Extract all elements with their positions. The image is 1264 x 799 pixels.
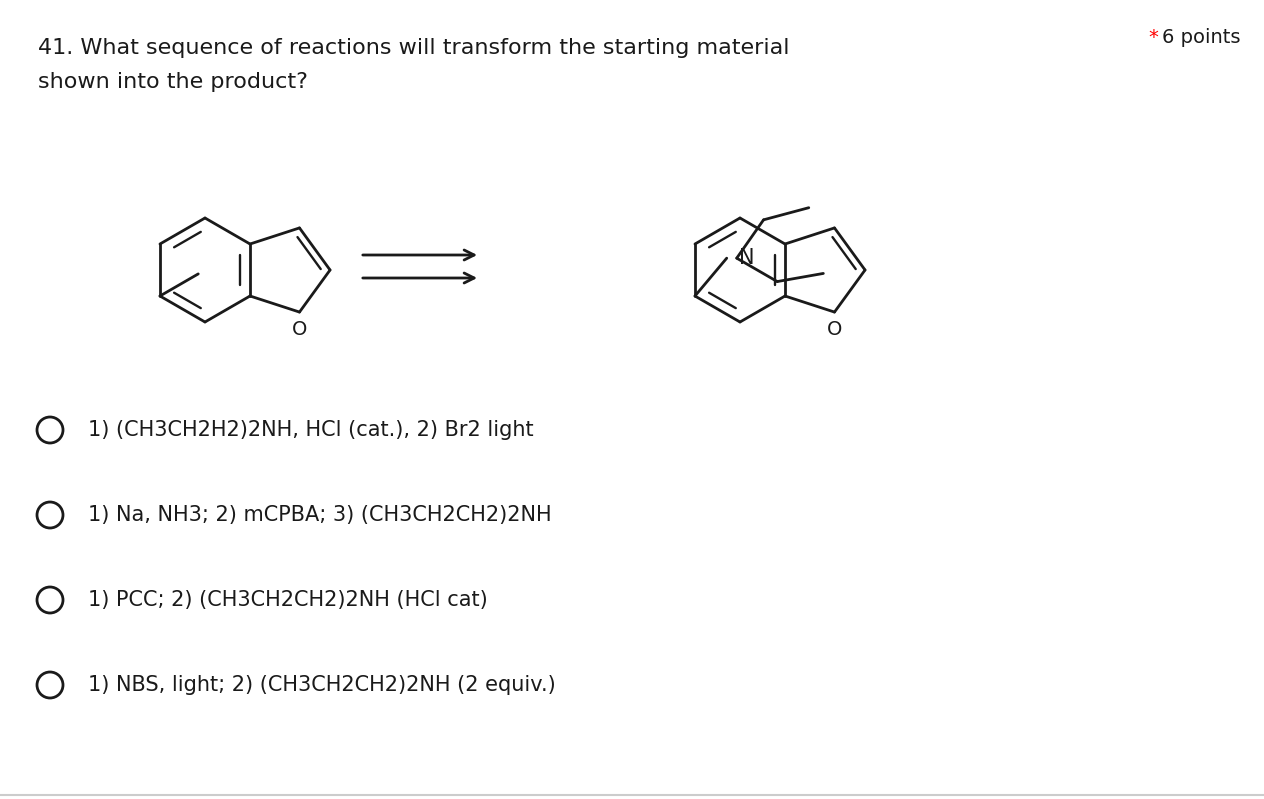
Text: O: O [292, 320, 307, 339]
Text: shown into the product?: shown into the product? [38, 72, 308, 92]
Text: 6 points: 6 points [1162, 28, 1240, 47]
Text: 1) NBS, light; 2) (CH3CH2CH2)2NH (2 equiv.): 1) NBS, light; 2) (CH3CH2CH2)2NH (2 equi… [88, 675, 556, 695]
Text: 1) PCC; 2) (CH3CH2CH2)2NH (HCl cat): 1) PCC; 2) (CH3CH2CH2)2NH (HCl cat) [88, 590, 488, 610]
Text: *: * [1148, 28, 1158, 47]
Text: N: N [738, 248, 755, 268]
Text: 41. What sequence of reactions will transform the starting material: 41. What sequence of reactions will tran… [38, 38, 790, 58]
Text: 1) Na, NH3; 2) mCPBA; 3) (CH3CH2CH2)2NH: 1) Na, NH3; 2) mCPBA; 3) (CH3CH2CH2)2NH [88, 505, 551, 525]
Text: O: O [827, 320, 842, 339]
Text: 1) (CH3CH2H2)2NH, HCl (cat.), 2) Br2 light: 1) (CH3CH2H2)2NH, HCl (cat.), 2) Br2 lig… [88, 420, 533, 440]
